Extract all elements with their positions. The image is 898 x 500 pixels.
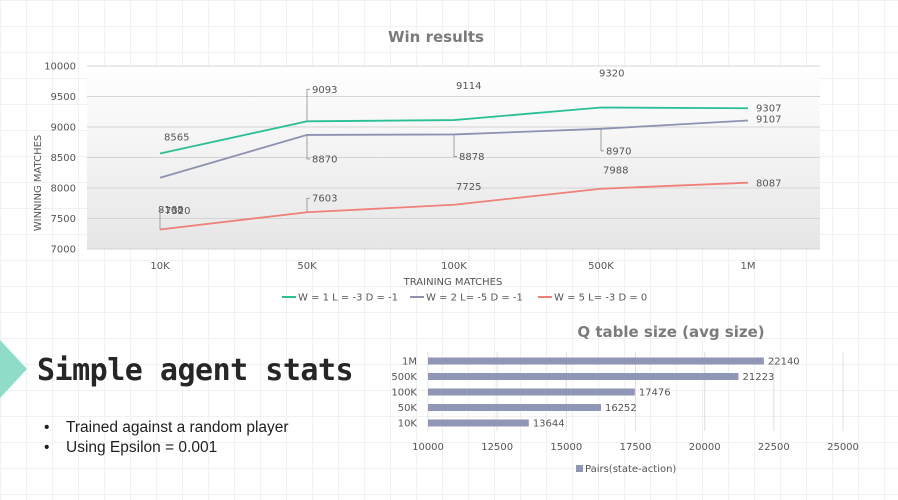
y-axis-ticks: 1M 500K 100K 50K 10K [391,357,417,430]
x-tick-label: 100K [441,261,467,272]
data-label: 7725 [456,182,481,193]
bar [428,419,529,427]
data-label: 21223 [743,372,775,383]
data-label: 7320 [165,206,190,217]
x-tick-label: 17500 [620,442,652,453]
bar [428,404,601,411]
y-tick-label: 10000 [44,62,76,73]
legend: W = 1 L = -3 D = -1 W = 2 L= -5 D = -1 W =… [282,293,647,304]
legend-swatch [576,465,583,472]
x-tick-label: 500K [588,261,614,272]
x-axis-title: TRAINING MATCHES [403,277,503,288]
y-tick-label: 8000 [51,184,76,195]
x-tick-label: 10K [150,261,170,272]
x-tick-label: 12500 [481,442,513,453]
data-label: 8970 [606,146,631,157]
data-label: 17476 [639,388,671,399]
data-label: 9320 [599,68,624,79]
legend-label: Pairs(state-action) [585,464,676,475]
y-tick-label: 8500 [51,153,76,164]
bullet-list: Trained against a random player Using Ep… [44,418,289,458]
chart-title: Q table size (avg size) [577,323,764,341]
data-label: 8087 [756,179,781,190]
y-axis-ticks: 7000 7500 8000 8500 9000 9500 10000 [44,62,76,256]
leader-line [306,88,310,122]
bars [428,357,764,427]
legend-label: W = 5 L= -3 D = 0 [554,293,647,304]
x-tick-label: 10000 [412,442,444,453]
y-tick-label: 1M [402,357,417,368]
data-label: 8870 [312,154,337,165]
data-label: 8168 [158,205,183,216]
series-line [159,106,749,155]
leader-line [453,134,457,157]
data-label: 9307 [756,103,781,114]
section-title: Simple agent stats [37,353,354,388]
data-label: 7603 [312,194,337,205]
win-results-chart: Win results 7000 7500 8000 8500 9000 9500 1000… [33,28,820,304]
bar [428,373,739,380]
leader-line [600,128,604,152]
y-tick-label: 100K [391,388,417,399]
data-labels: 8565 9093 9114 9320 9307 8168 8870 8878 8970 9107… [158,68,781,230]
data-label: 22140 [768,357,800,368]
legend-label: W = 2 L= -5 D = -1 [426,293,523,304]
legend-label: W = 1 L = -3 D = -1 [298,293,398,304]
legend: Pairs(state-action) [576,464,676,475]
x-tick-label: 20000 [689,442,721,453]
leader-line [159,210,163,230]
y-tick-label: 7000 [51,245,76,256]
data-label: 13644 [533,419,565,430]
y-tick-label: 9500 [51,92,76,103]
data-label: 9107 [756,114,781,125]
data-label: 8565 [164,133,189,144]
data-label: 9114 [456,81,481,92]
x-tick-label: 50K [297,261,317,272]
gridlines [87,65,820,250]
y-tick-label: 9000 [51,123,76,134]
data-label: 16252 [605,403,637,414]
series-line [159,181,749,231]
bullet-item: Trained against a random player [44,418,289,438]
chart-title: Win results [388,28,484,46]
y-tick-label: 500K [391,372,417,383]
bar [428,357,764,365]
y-tick-label: 7500 [51,214,76,225]
bar [428,388,635,396]
y-tick-label: 10K [398,419,418,430]
data-label: 8878 [459,152,484,163]
x-tick-label: 25000 [827,442,859,453]
x-axis-ticks: 10K 50K 100K 500K 1M [150,261,755,272]
leader-line [306,197,310,213]
x-tick-label: 22500 [758,442,790,453]
y-tick-label: 50K [398,403,418,414]
data-label: 9093 [312,85,337,96]
data-label: 7988 [603,166,628,177]
bullet-item: Using Epsilon = 0.001 [44,438,289,458]
x-axis-ticks: 10000 12500 15000 17500 20000 22500 25000 [412,442,859,453]
leader-line [306,134,310,160]
x-tick-label: 15000 [550,442,582,453]
x-tick-label: 1M [741,261,756,272]
y-axis-title: WINNING MATCHES [33,135,44,232]
